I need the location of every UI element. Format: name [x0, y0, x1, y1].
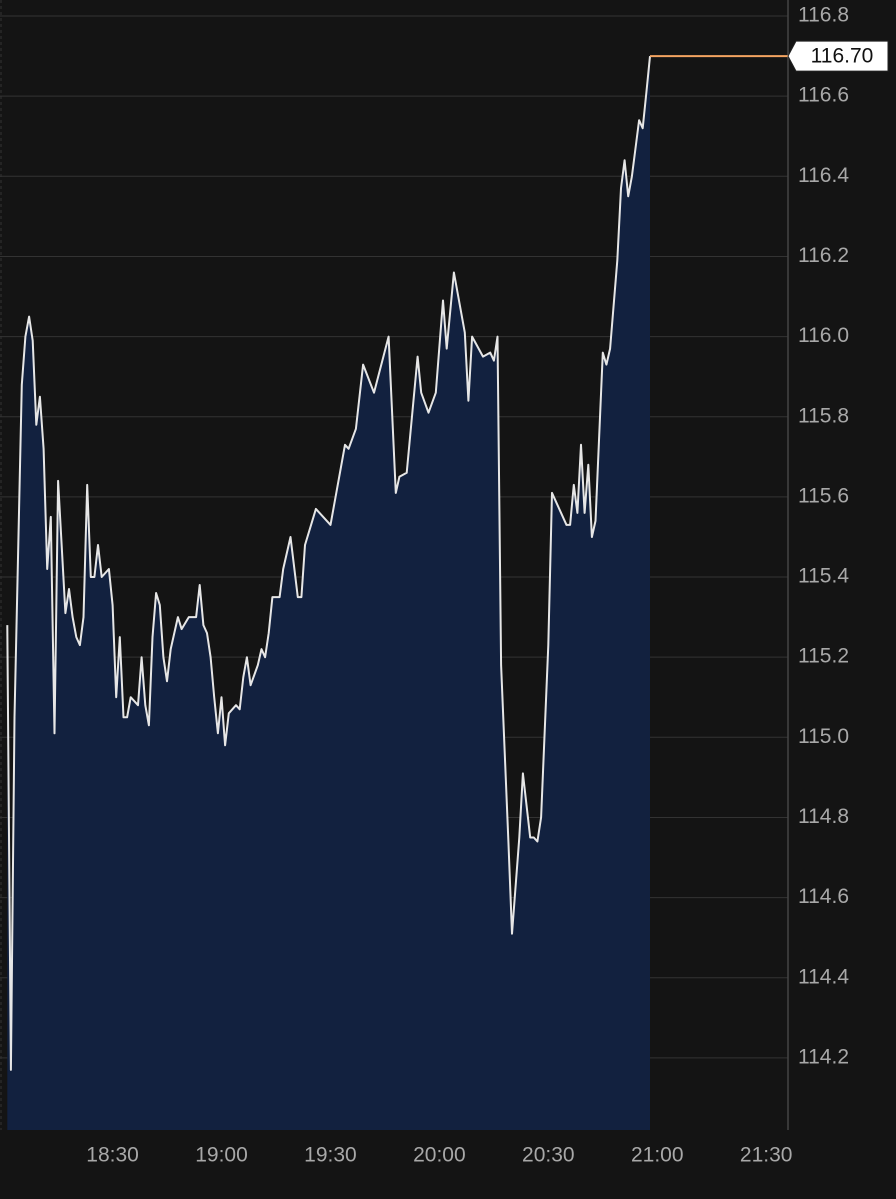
x-tick-label: 21:30 [740, 1144, 793, 1167]
y-tick-label: 116.2 [798, 244, 849, 267]
y-tick-label: 115.2 [798, 645, 849, 668]
y-tick-label: 115.8 [798, 404, 849, 427]
y-tick-label: 115.6 [798, 484, 849, 507]
x-tick-label: 19:30 [304, 1144, 357, 1167]
price-line [6, 56, 651, 1071]
y-tick-label: 114.6 [798, 885, 849, 908]
last-price-tag [787, 40, 889, 72]
y-tick-label: 116.0 [798, 324, 849, 347]
y-tick-label: 116.4 [798, 164, 849, 187]
x-tick-label: 19:00 [195, 1144, 248, 1167]
y-tick-label: 114.2 [798, 1045, 849, 1068]
y-tick-label: 116.8 [798, 4, 849, 27]
x-tick-label: 20:00 [413, 1144, 466, 1167]
y-tick-label: 114.8 [798, 805, 849, 828]
x-tick-label: 18:30 [86, 1144, 139, 1167]
y-tick-label: 114.4 [798, 965, 849, 988]
x-tick-label: 21:00 [631, 1144, 684, 1167]
y-tick-label: 116.6 [798, 84, 849, 107]
y-tick-label: 115.0 [798, 725, 849, 748]
x-tick-label: 20:30 [522, 1144, 575, 1167]
y-tick-label: 115.4 [798, 565, 849, 588]
last-price-label: 116.70 [811, 45, 874, 68]
area-fill [7, 56, 651, 1131]
